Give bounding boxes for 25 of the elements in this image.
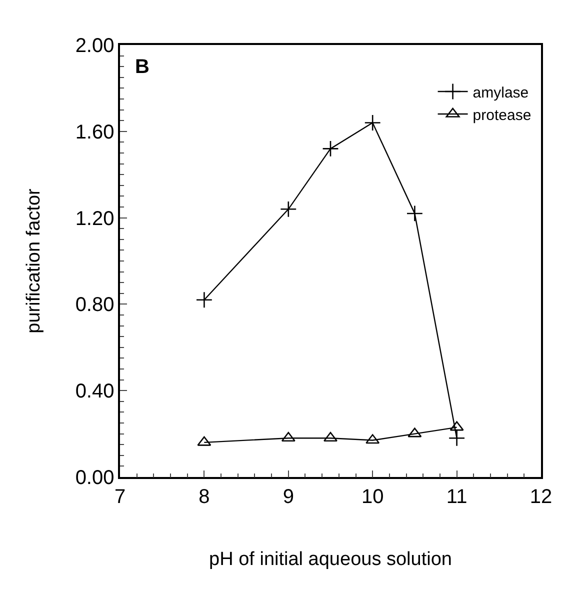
annotation: B xyxy=(135,56,150,78)
point xyxy=(196,292,213,308)
point xyxy=(322,140,339,158)
point xyxy=(364,114,381,132)
y-tick-label: 0.40 xyxy=(75,380,114,403)
x-tick-label: 10 xyxy=(361,486,384,508)
legend-label: amylase xyxy=(472,84,529,102)
y-axis-title: purification factor xyxy=(24,188,45,334)
y-tick-label: 2.00 xyxy=(75,35,114,57)
y-tick-label: 0.80 xyxy=(75,294,114,316)
legend-label: protease xyxy=(472,106,532,124)
x-tick-label: 7 xyxy=(114,486,126,508)
x-axis-title: pH of initial aqueous solution xyxy=(209,549,452,570)
point xyxy=(281,432,296,442)
point xyxy=(406,205,424,222)
point xyxy=(280,200,297,218)
x-tick-label: 9 xyxy=(282,486,294,508)
x-tick-label: 11 xyxy=(446,486,468,508)
x-tick-label: 8 xyxy=(198,486,210,508)
x-tick-label: 12 xyxy=(530,486,552,508)
y-tick-label: 1.60 xyxy=(75,121,114,144)
y-tick-label: 0.00 xyxy=(75,467,114,489)
point xyxy=(448,430,466,446)
point xyxy=(324,432,338,442)
y-tick-label: 1.20 xyxy=(75,208,114,230)
